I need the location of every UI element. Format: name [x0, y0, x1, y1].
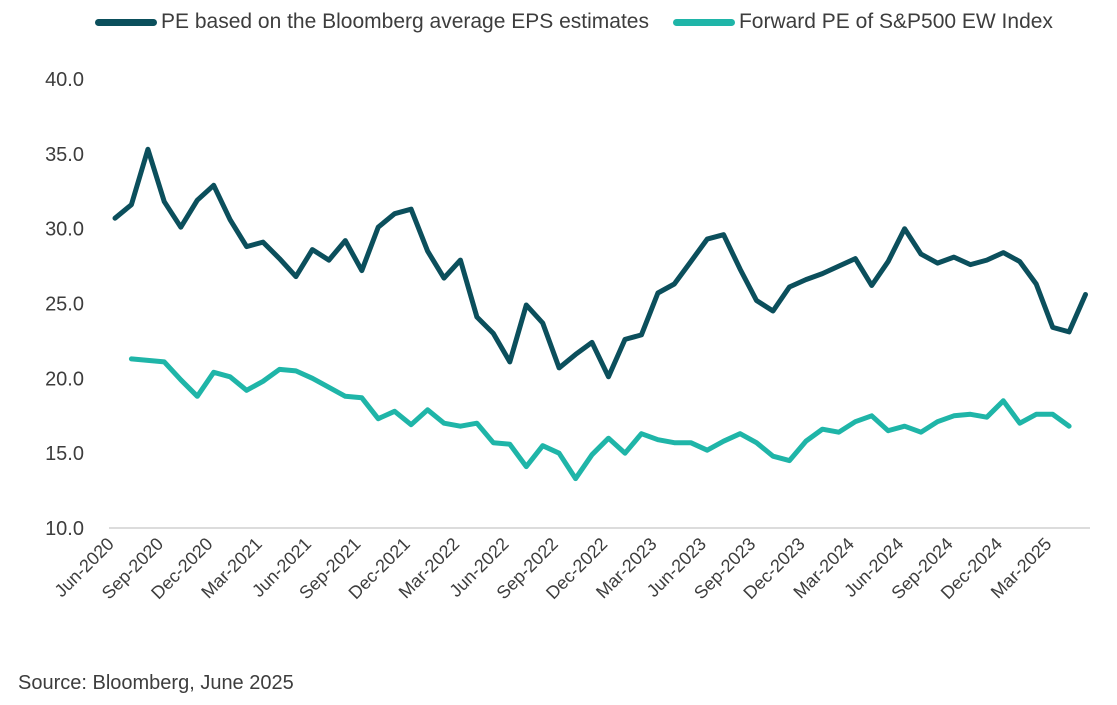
series-line-forward-pe — [128, 356, 1072, 482]
y-tick-label: 20.0 — [45, 368, 84, 390]
legend: PE based on the Bloomberg average EPS es… — [95, 10, 1077, 34]
y-tick-label: 35.0 — [45, 144, 84, 166]
source-note: Source: Bloomberg, June 2025 — [18, 672, 294, 694]
legend-item-forward-pe: Forward PE of S&P500 EW Index — [672, 10, 1053, 34]
legend-item-bloomberg-pe: PE based on the Bloomberg average EPS es… — [95, 10, 649, 34]
y-tick-label: 15.0 — [45, 443, 84, 465]
y-tick-label: 10.0 — [45, 518, 84, 540]
legend-swatch-bloomberg-pe — [95, 18, 157, 26]
y-tick-label: 30.0 — [45, 219, 84, 241]
line-chart: 10.015.020.025.030.035.040.0Jun-2020Sep-… — [45, 69, 1090, 603]
legend-swatch-forward-pe — [672, 18, 735, 26]
legend-label-bloomberg-pe: PE based on the Bloomberg average EPS es… — [161, 10, 649, 33]
legend-label-forward-pe: Forward PE of S&P500 EW Index — [738, 10, 1053, 33]
y-tick-label: 25.0 — [45, 294, 84, 316]
y-tick-label: 40.0 — [45, 69, 84, 91]
series-line-bloomberg-pe — [112, 146, 1088, 380]
